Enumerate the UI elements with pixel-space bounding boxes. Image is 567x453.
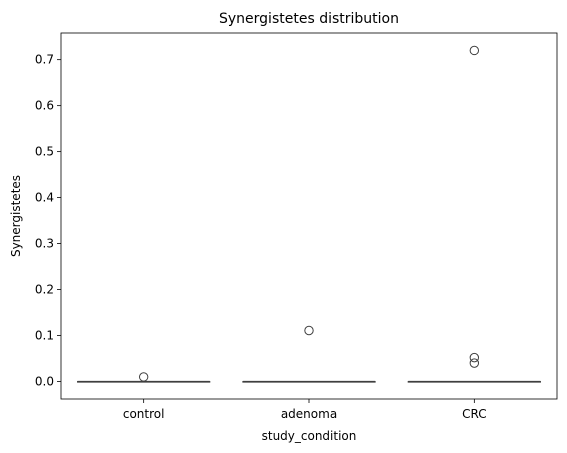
- outlier-point: [469, 45, 480, 56]
- y-axis: 0.0 0.1 0.2 0.3 0.4 0.5 0.6 0.7: [35, 53, 61, 389]
- x-axis: control adenoma CRC: [123, 399, 487, 421]
- plot-frame: [60, 32, 558, 400]
- y-tick-label: 0.1: [35, 329, 54, 343]
- y-tick-label: 0.0: [35, 375, 54, 389]
- x-tick-label: CRC: [462, 407, 487, 421]
- chart-title: Synergistetes distribution: [219, 11, 399, 27]
- outlier-point: [469, 352, 480, 363]
- x-tick-label: control: [123, 407, 165, 421]
- y-tick-label: 0.4: [35, 191, 54, 205]
- x-tick-label: adenoma: [281, 407, 337, 421]
- y-tick-label: 0.5: [35, 145, 54, 159]
- outlier-point: [469, 358, 480, 368]
- box-group-adenoma: [242, 325, 376, 383]
- y-tick-label: 0.6: [35, 99, 54, 113]
- x-axis-label: study_condition: [262, 429, 357, 443]
- box-group-crc: [407, 45, 541, 383]
- y-axis-label: Synergistetes: [9, 175, 23, 257]
- plot-content: [77, 45, 541, 383]
- y-tick-label: 0.3: [35, 237, 54, 251]
- outlier-point: [304, 325, 314, 336]
- y-tick-label: 0.7: [35, 53, 54, 67]
- y-tick-label: 0.2: [35, 283, 54, 297]
- box-group-control: [77, 372, 211, 383]
- outlier-point: [138, 372, 149, 382]
